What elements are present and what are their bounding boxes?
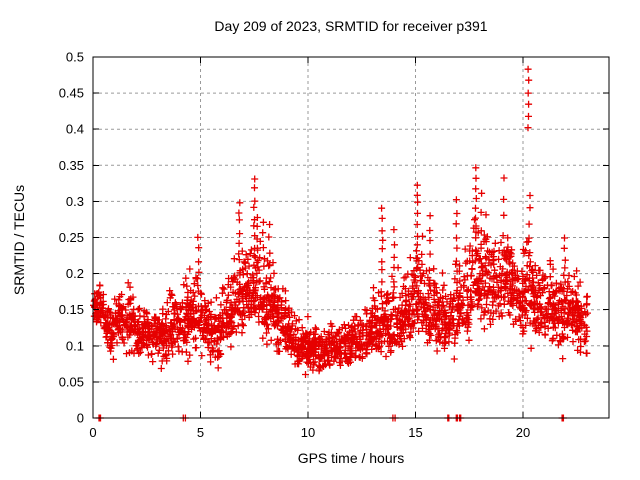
x-axis-label: GPS time / hours (297, 450, 405, 466)
y-tick-label: 0.4 (66, 122, 84, 137)
y-tick-label: 0.1 (66, 338, 84, 353)
scatter-points (90, 65, 591, 422)
x-tick-label: 10 (301, 425, 315, 440)
tick-marks (92, 56, 609, 419)
x-tick-label: 20 (516, 425, 530, 440)
y-tick-label: 0.2 (66, 266, 84, 281)
y-tick-label: 0.35 (59, 158, 84, 173)
chart-title: Day 209 of 2023, SRMTID for receiver p39… (214, 18, 488, 34)
y-tick-label: 0 (77, 411, 84, 426)
y-tick-label: 0.25 (59, 230, 84, 245)
x-tick-label: 0 (89, 425, 96, 440)
y-tick-label: 0.05 (59, 374, 84, 389)
x-tick-label: 15 (408, 425, 422, 440)
y-tick-label: 0.45 (59, 86, 84, 101)
y-tick-label: 0.5 (66, 50, 84, 65)
y-tick-label: 0.15 (59, 302, 84, 317)
x-tick-label: 5 (197, 425, 204, 440)
y-tick-label: 0.3 (66, 194, 84, 209)
